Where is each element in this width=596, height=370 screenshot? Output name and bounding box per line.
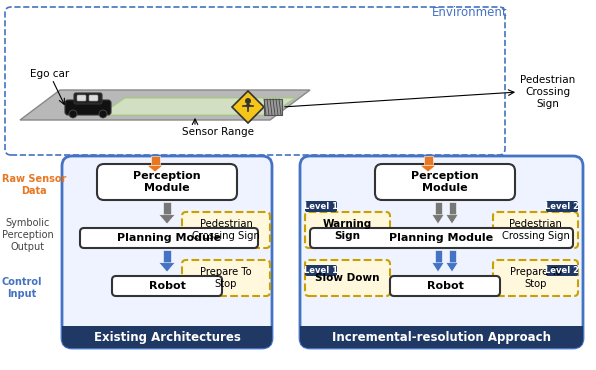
Polygon shape [434,250,442,263]
Circle shape [99,110,107,118]
Text: Planning Module: Planning Module [117,233,221,243]
FancyBboxPatch shape [182,212,270,248]
Circle shape [245,98,251,104]
FancyBboxPatch shape [300,156,583,348]
FancyBboxPatch shape [62,156,272,348]
Polygon shape [163,250,171,263]
Polygon shape [449,202,455,215]
FancyBboxPatch shape [310,228,573,248]
Text: Planning Module: Planning Module [389,233,493,243]
FancyBboxPatch shape [390,276,500,296]
FancyBboxPatch shape [305,265,337,276]
Bar [264,99,282,115]
Text: ✦: ✦ [244,102,252,112]
FancyBboxPatch shape [74,93,102,104]
FancyBboxPatch shape [375,164,515,200]
FancyBboxPatch shape [182,260,270,296]
FancyBboxPatch shape [305,260,390,296]
FancyBboxPatch shape [493,260,578,296]
Bar [300,326,583,337]
Polygon shape [151,156,160,165]
Polygon shape [424,156,433,165]
Text: Level 1: Level 1 [304,202,338,211]
Text: Raw Sensor
Data: Raw Sensor Data [2,174,66,196]
Text: Pedestrian
Crossing Sign: Pedestrian Crossing Sign [192,219,260,241]
Polygon shape [100,98,295,115]
Text: Robot: Robot [427,281,464,291]
Polygon shape [420,165,436,172]
Text: Symbolic
Perception
Output: Symbolic Perception Output [2,218,54,252]
Text: Prepare To
Stop: Prepare To Stop [200,267,252,289]
Bar [62,326,272,337]
FancyBboxPatch shape [80,228,258,248]
FancyBboxPatch shape [305,201,337,212]
Polygon shape [432,263,444,272]
FancyBboxPatch shape [62,326,272,348]
Text: Environment: Environment [432,7,508,20]
FancyBboxPatch shape [493,212,578,248]
FancyBboxPatch shape [65,100,111,115]
Polygon shape [446,215,458,224]
Circle shape [69,110,77,118]
Text: Sensor Range: Sensor Range [182,127,254,137]
FancyBboxPatch shape [77,95,86,101]
Polygon shape [159,215,175,224]
Polygon shape [147,165,163,172]
Text: Robot: Robot [148,281,185,291]
Text: Pedestrian
Crossing Sign: Pedestrian Crossing Sign [502,219,569,241]
FancyBboxPatch shape [89,95,98,101]
FancyBboxPatch shape [112,276,222,296]
FancyBboxPatch shape [300,326,583,348]
Polygon shape [434,202,442,215]
Text: Level 2: Level 2 [545,202,579,211]
Text: Ego car: Ego car [30,69,69,79]
FancyBboxPatch shape [305,212,390,248]
Text: Control
Input: Control Input [2,277,42,299]
Text: Perception
Module: Perception Module [411,171,479,193]
Text: Incremental-resolution Approach: Incremental-resolution Approach [332,330,551,343]
Polygon shape [446,263,458,272]
Text: Slow Down: Slow Down [315,273,380,283]
FancyBboxPatch shape [97,164,237,200]
FancyBboxPatch shape [546,201,578,212]
Text: Level 2: Level 2 [545,266,579,275]
Text: Pedestrian
Crossing
Sign: Pedestrian Crossing Sign [520,75,575,109]
FancyBboxPatch shape [546,265,578,276]
Polygon shape [163,202,171,215]
Polygon shape [20,90,310,120]
Text: Prepare To
Stop: Prepare To Stop [510,267,561,289]
Text: Existing Architectures: Existing Architectures [94,330,240,343]
Text: Warning
Sign: Warning Sign [323,219,372,241]
Polygon shape [232,91,264,123]
Text: Perception
Module: Perception Module [133,171,201,193]
Text: Level 1: Level 1 [304,266,338,275]
Polygon shape [159,263,175,272]
Polygon shape [432,215,444,224]
Polygon shape [449,250,455,263]
